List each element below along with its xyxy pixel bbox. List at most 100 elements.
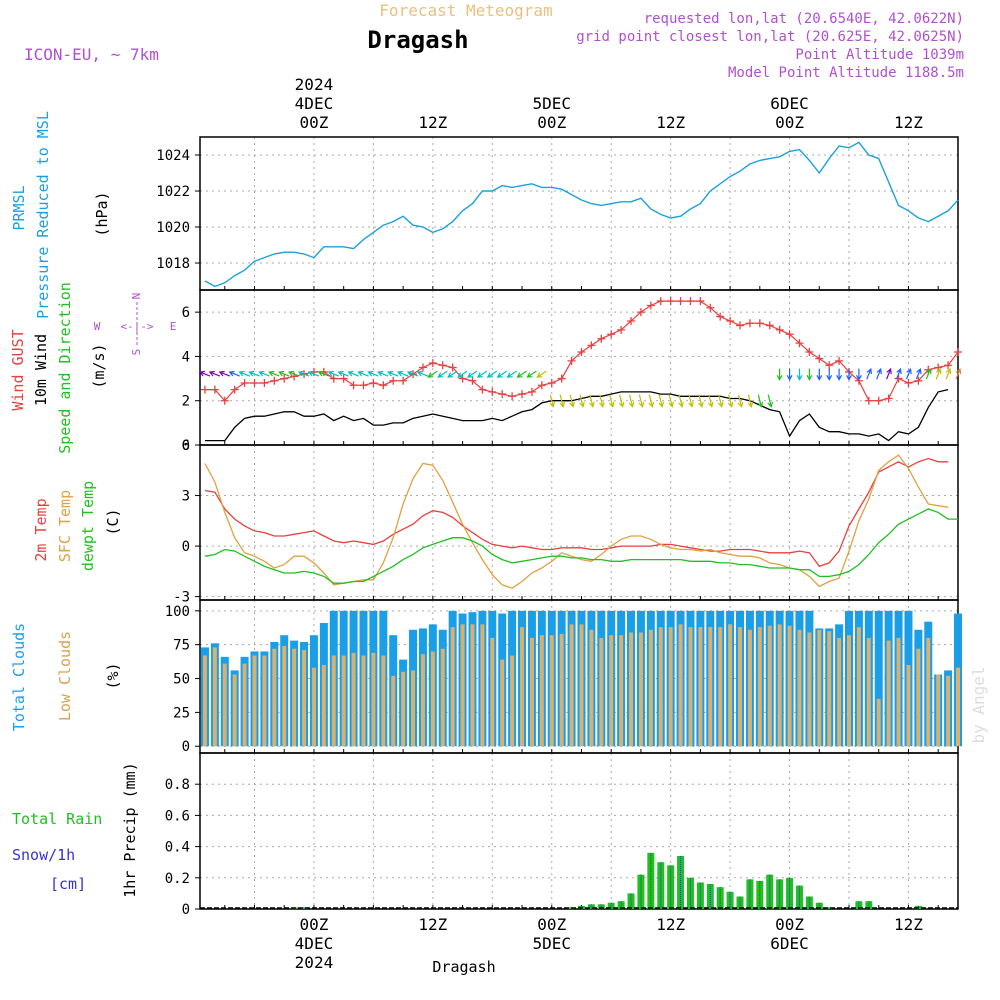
gust-marker [498,390,507,399]
y-tick-label: 0.4 [165,840,190,856]
low-cloud-bar [668,627,673,747]
low-cloud-bar [936,674,941,747]
gust-marker [369,379,378,387]
total-clouds-label: Total Clouds [10,623,28,731]
low-cloud-bar [500,659,505,747]
rain-bar [865,901,873,909]
low-cloud-bar [856,627,861,747]
gust-marker [726,317,735,325]
low-cloud-bar [470,624,475,747]
watermark: by Angel [969,666,988,743]
wind-arrow [506,370,517,378]
y-tick-label: 0 [182,438,190,454]
low-cloud-bar [658,627,663,747]
bottom-axis-label: 00Z [537,915,566,934]
low-cloud-bar [866,637,871,747]
gust-marker [438,361,447,370]
model-point-altitude: Model Point Altitude 1188.5m [728,65,964,81]
wind-arrow [618,394,625,408]
wind-arrow [846,368,852,381]
pressure-line [204,141,959,288]
gust-marker [944,361,953,370]
low-cloud-bar [430,651,435,747]
bottom-axis-label: 2024 [295,953,334,972]
gust-marker [537,381,546,390]
requested-coords: requested lon,lat (20.6540E, 42.0622N) [644,11,964,27]
gust-marker [914,376,923,385]
gust-marker [716,312,725,321]
wind-arrow [516,370,527,378]
gust-marker [666,297,675,306]
y-tick-label: 1024 [156,148,190,164]
gust-marker [547,379,556,387]
low-cloud-bar [817,629,822,747]
precipitation-panel: 0 0.2 0.4 0.6 0.8 [165,752,959,918]
wind10m-label: 10m Wind [32,334,50,406]
wind-arrow [579,394,585,408]
bottom-axis-label: 12Z [894,915,923,934]
low-cloud-bar [202,655,207,747]
wind-arrow [608,394,615,408]
low-cloud-bar [321,664,326,747]
wind-arrow [228,370,240,377]
gust-marker [200,385,209,394]
wind-arrow [737,394,744,408]
y-tick-label: 0.6 [165,808,190,824]
y-tick-label: 1020 [156,220,190,236]
gust-marker [607,330,616,339]
wind-arrow [536,370,547,378]
low-cloud-bar [411,670,416,747]
gust-marker [884,394,893,403]
rain-bar [815,902,823,909]
wind-arrow [786,368,793,381]
wind-arrow [427,370,438,378]
low-cloud-bar [242,663,247,747]
low-cloud-bar [351,652,356,747]
wind-arrow [327,370,340,377]
low-cloud-bar [401,671,406,747]
low-cloud-bar [757,627,762,747]
low-cloud-bar [311,667,316,747]
gust-marker [260,379,269,387]
wind-arrow [297,370,310,377]
gust-marker [359,381,368,390]
low-cloud-bar [847,635,852,747]
wind-arrow [307,370,320,377]
wind-gust-label: Wind GUST [9,329,27,410]
wind-arrow [496,370,508,378]
wind-arrow [559,394,565,408]
wind-arrow [767,394,774,408]
low-cloud-bar [797,629,802,747]
rain-bar [766,874,774,909]
compass-mid: <-|-> [120,320,153,333]
y-tick-label: 2 [182,394,190,410]
wind-arrow [357,370,369,377]
hpa-unit-label: (hPa) [93,191,111,236]
y-tick-label: 6 [182,438,190,454]
low-cloud-bar [629,632,634,747]
panel-frame [199,136,959,291]
wind-arrow [208,370,221,377]
wind-arrow [806,368,813,381]
y-tick-label: 0 [182,539,190,555]
total-cloud-bar [874,610,883,747]
top-axis-label: 12Z [894,113,923,132]
gust-marker [458,374,467,383]
low-cloud-bar [222,663,227,747]
wind-arrow [886,367,892,380]
gust-marker [864,396,873,405]
gust-marker [280,374,289,383]
rain-bar [786,877,794,909]
y-tick-label: 100 [165,604,190,620]
wind-arrow [668,394,674,408]
gust-marker [488,387,497,396]
wind-panel: 0 2 4 6 [182,289,962,454]
gust-marker [468,376,477,385]
wind-arrow [396,370,409,377]
wind-arrow [855,368,862,381]
gust-marker [250,379,259,387]
wind-arrow [377,370,389,377]
wind-arrow [337,370,349,377]
dewpt-temp-label: dewpt Temp [79,481,97,571]
wind-arrow [747,394,754,408]
